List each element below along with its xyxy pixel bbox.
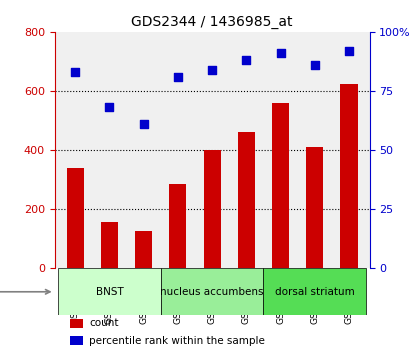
Bar xyxy=(71,336,83,346)
Bar xyxy=(306,147,323,268)
Bar xyxy=(101,222,118,268)
Point xyxy=(243,57,250,63)
Text: percentile rank within the sample: percentile rank within the sample xyxy=(89,336,265,346)
Point xyxy=(277,50,284,56)
Point xyxy=(140,121,147,127)
Text: nucleus accumbens: nucleus accumbens xyxy=(160,287,264,297)
Bar xyxy=(71,319,83,328)
Bar xyxy=(204,150,220,268)
Bar xyxy=(272,103,289,268)
Text: count: count xyxy=(89,318,119,328)
Point xyxy=(174,74,181,80)
Text: tissue: tissue xyxy=(0,287,50,297)
Bar xyxy=(238,132,255,268)
FancyBboxPatch shape xyxy=(263,268,366,315)
Bar xyxy=(67,168,84,268)
Text: dorsal striatum: dorsal striatum xyxy=(275,287,355,297)
Point xyxy=(72,69,79,75)
Text: BNST: BNST xyxy=(95,287,123,297)
Title: GDS2344 / 1436985_at: GDS2344 / 1436985_at xyxy=(131,16,293,29)
Bar xyxy=(169,184,186,268)
FancyBboxPatch shape xyxy=(58,268,161,315)
Point xyxy=(106,105,113,110)
Point xyxy=(209,67,215,73)
FancyBboxPatch shape xyxy=(161,268,263,315)
Bar xyxy=(341,84,357,268)
Bar xyxy=(135,231,152,268)
Point xyxy=(346,48,352,53)
Point xyxy=(312,62,318,68)
